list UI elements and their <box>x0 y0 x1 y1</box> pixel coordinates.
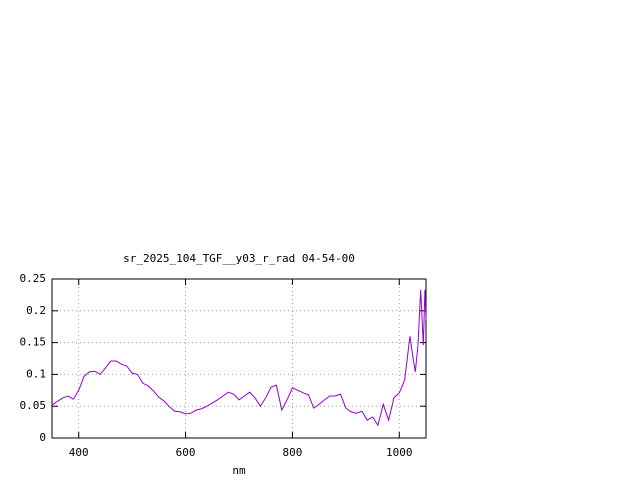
y-tick-label: 0 <box>39 431 46 444</box>
y-tick-label: 0.05 <box>20 399 47 412</box>
x-tick-label: 600 <box>176 446 196 459</box>
y-tick-label: 0.2 <box>26 304 46 317</box>
x-tick-label: 1000 <box>386 446 413 459</box>
y-tick-label: 0.25 <box>20 272 47 285</box>
x-tick-label: 400 <box>69 446 89 459</box>
plot-border <box>51 278 427 439</box>
y-tick-label: 0.15 <box>20 336 47 349</box>
x-tick-label: 800 <box>282 446 302 459</box>
chart-title: sr_2025_104_TGF__y03_r_rad 04-54-00 <box>123 252 355 265</box>
data-line <box>51 289 427 427</box>
x-axis-label: nm <box>232 464 246 477</box>
y-tick-label: 0.1 <box>26 367 46 380</box>
